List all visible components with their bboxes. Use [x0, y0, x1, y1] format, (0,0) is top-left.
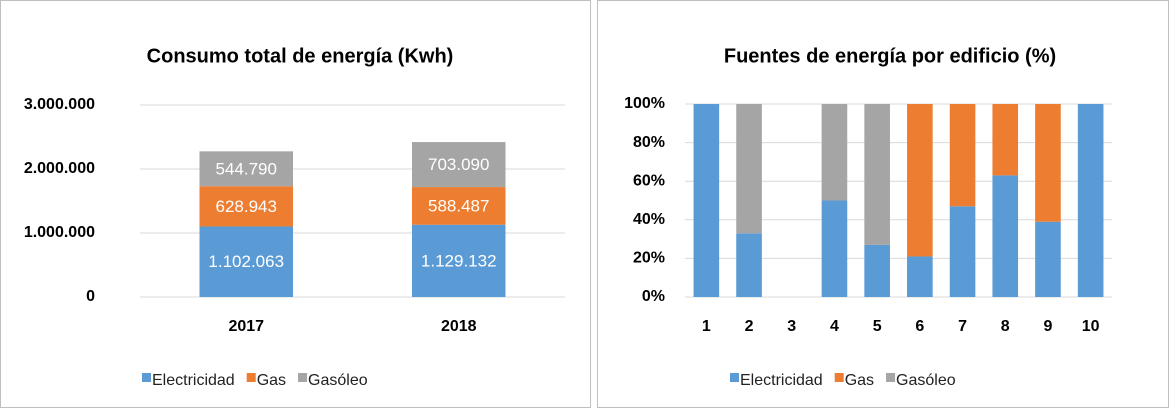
legend-label: Gas — [845, 372, 874, 389]
x-tick-label: 5 — [873, 318, 882, 335]
panel-frame — [0, 0, 591, 408]
x-tick-label: 7 — [958, 318, 967, 335]
y-tick-label: 2.000.000 — [24, 160, 95, 177]
chart-title: Consumo total de energía (Kwh) — [147, 45, 454, 67]
x-tick-label: 1 — [702, 318, 711, 335]
data-label: 628.943 — [216, 197, 277, 216]
legend-swatch — [730, 373, 739, 382]
y-tick-label: 3.000.000 — [24, 96, 95, 113]
x-tick-label: 2 — [745, 318, 754, 335]
bar-segment — [736, 104, 762, 234]
bar-segment — [992, 175, 1019, 297]
data-label: 1.129.132 — [421, 251, 497, 270]
bar-segment — [1035, 104, 1061, 222]
bar-segment — [1035, 221, 1061, 297]
legend-label: Gasóleo — [308, 372, 368, 389]
legend-swatch — [246, 373, 256, 382]
legend-swatch — [886, 373, 896, 382]
bar-segment — [821, 200, 848, 297]
x-tick-label: 8 — [1001, 318, 1010, 335]
bar-segment — [949, 206, 976, 297]
bar-segment — [864, 104, 890, 245]
x-tick-label: 2018 — [441, 318, 477, 335]
x-tick-label: 6 — [915, 318, 924, 335]
data-label: 703.090 — [428, 155, 489, 174]
x-tick-label: 4 — [830, 318, 839, 335]
y-tick-label: 80% — [633, 134, 665, 151]
data-label: 544.790 — [216, 159, 277, 178]
bar-segment — [821, 104, 848, 201]
bar-segment — [736, 233, 762, 297]
bar-segment — [907, 104, 933, 257]
legend-label: Electricidad — [740, 372, 823, 389]
bar-segment — [412, 142, 506, 188]
legend-swatch — [834, 373, 844, 382]
data-label: 588.487 — [428, 196, 489, 215]
bar-segment — [199, 186, 293, 227]
bar-segment — [992, 104, 1019, 176]
x-tick-label: 3 — [787, 318, 796, 335]
legend-label: Gas — [257, 372, 286, 389]
bar-segment — [199, 151, 293, 187]
y-tick-label: 100% — [624, 95, 665, 112]
bar-segment — [199, 226, 293, 297]
bar-segment — [412, 187, 506, 225]
bar-segment — [907, 256, 933, 297]
legend-label: Gasóleo — [896, 372, 956, 389]
x-tick-label: 9 — [1043, 318, 1052, 335]
bar-segment — [412, 224, 506, 297]
x-tick-label: 2017 — [228, 318, 264, 335]
bar-segment — [949, 104, 976, 207]
legend-swatch — [298, 373, 308, 382]
legend-swatch — [142, 373, 151, 382]
chart-title: Fuentes de energía por edificio (%) — [724, 45, 1056, 67]
y-tick-label: 0% — [642, 288, 665, 305]
bar-segment — [864, 244, 890, 297]
bar-segment — [693, 104, 720, 297]
y-tick-label: 40% — [633, 211, 665, 228]
legend-label: Electricidad — [152, 372, 235, 389]
data-label: 1.102.063 — [208, 252, 284, 271]
bar-segment — [1077, 104, 1104, 297]
y-tick-label: 60% — [633, 172, 665, 189]
x-tick-label: 10 — [1082, 318, 1100, 335]
y-tick-label: 20% — [633, 250, 665, 267]
y-tick-label: 0 — [86, 288, 95, 305]
y-tick-label: 1.000.000 — [24, 224, 95, 241]
